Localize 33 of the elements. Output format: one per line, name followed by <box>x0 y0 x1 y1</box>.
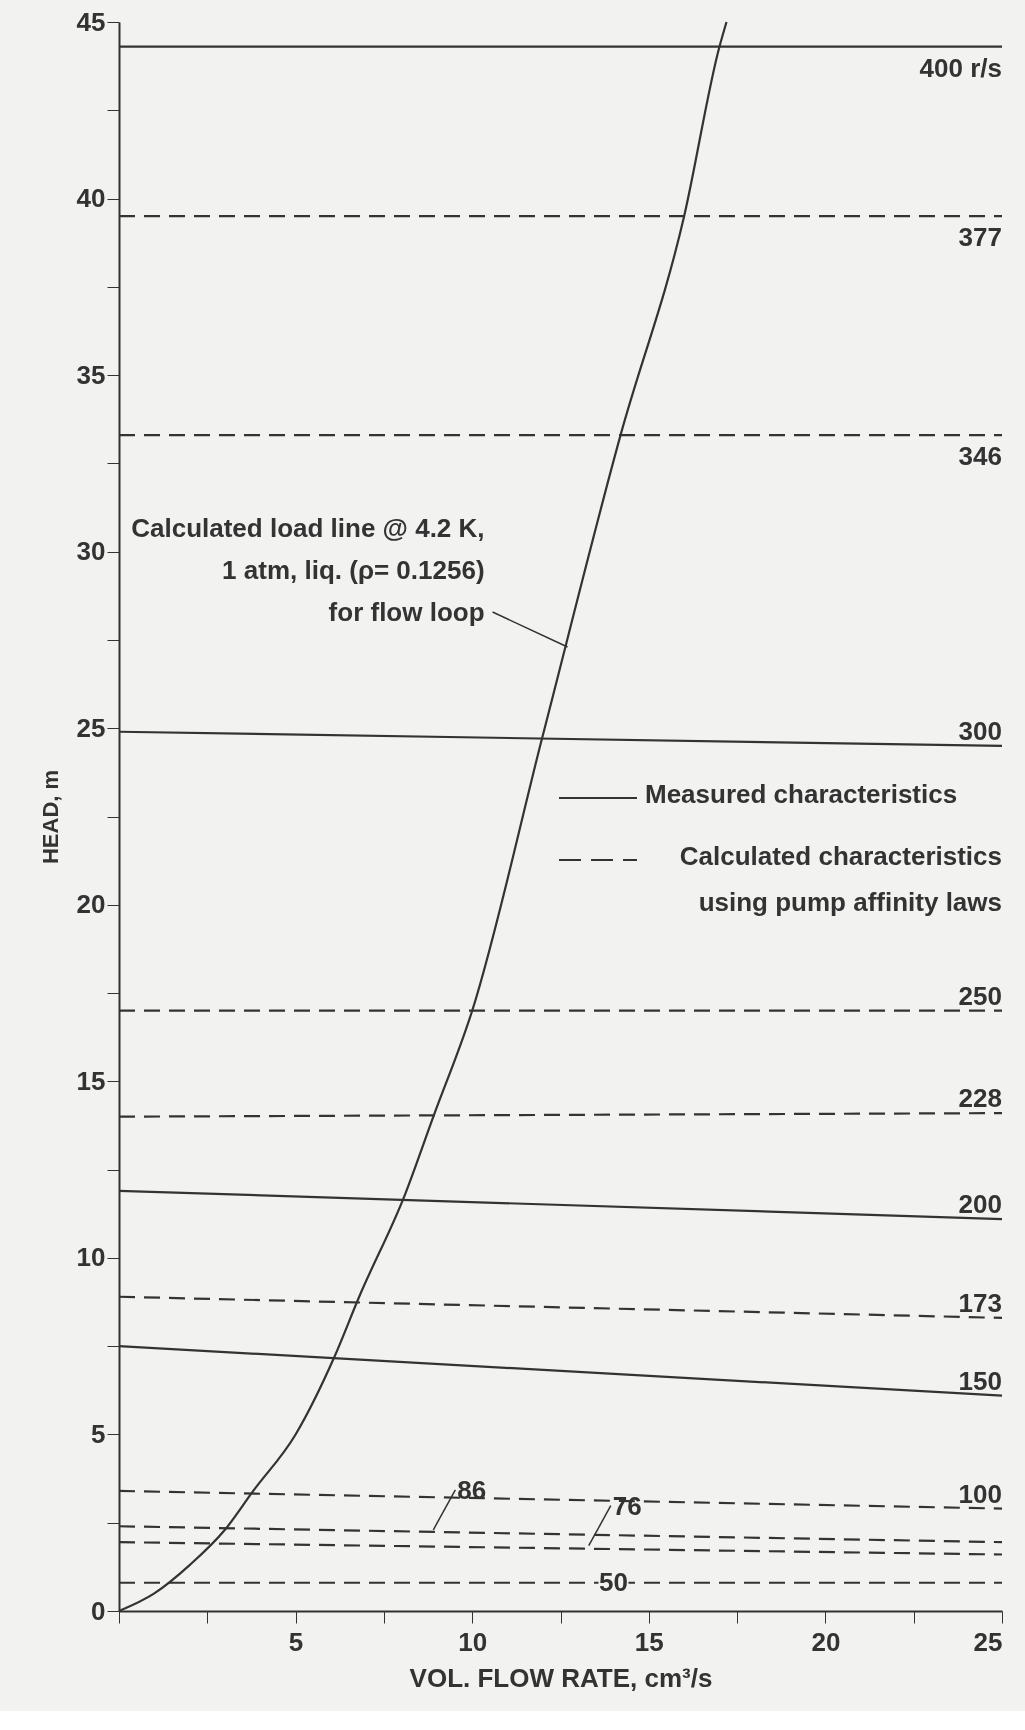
y-tick-label: 30 <box>76 536 106 567</box>
annotation: 76 <box>612 1490 642 1521</box>
series-label: 173 <box>958 1287 1002 1318</box>
annotation: 50 <box>599 1566 628 1597</box>
annotation: 86 <box>457 1474 487 1505</box>
x-axis-title: VOL. FLOW RATE, cm³/s <box>409 1662 713 1693</box>
y-tick-label: 45 <box>76 6 106 37</box>
series-label: 200 <box>958 1189 1002 1220</box>
y-tick-label: 40 <box>76 183 106 214</box>
series-label: 400 r/s <box>919 52 1002 83</box>
y-tick-label: 35 <box>76 359 106 390</box>
annotation: Calculated load line @ 4.2 K, 1 atm, liq. (ρ= 0.1256) for flow loop <box>131 513 485 628</box>
y-tick-label: 10 <box>76 1242 106 1273</box>
annotation: Measured characteristics <box>645 779 958 809</box>
series-label: 228 <box>958 1083 1002 1114</box>
series-label: 150 <box>958 1365 1002 1396</box>
series-label: 250 <box>958 980 1002 1011</box>
x-tick-label: 25 <box>973 1626 1003 1657</box>
y-tick-label: 25 <box>76 712 106 743</box>
y-tick-label: 15 <box>76 1065 106 1096</box>
annotation: Calculated characteristics using pump affinity laws <box>679 841 1002 917</box>
y-tick-label: 0 <box>91 1595 106 1626</box>
series-label: 100 <box>958 1478 1002 1509</box>
series-label: 377 <box>958 222 1002 253</box>
y-axis-title: HEAD, m <box>37 769 63 865</box>
series-label: 346 <box>958 441 1002 472</box>
y-tick-label: 20 <box>76 889 106 920</box>
series-label: 300 <box>958 715 1002 746</box>
x-tick-label: 10 <box>458 1626 488 1657</box>
x-tick-label: 5 <box>288 1626 304 1657</box>
x-tick-label: 20 <box>811 1626 841 1657</box>
x-tick-label: 15 <box>634 1626 664 1657</box>
y-tick-label: 5 <box>91 1418 106 1449</box>
